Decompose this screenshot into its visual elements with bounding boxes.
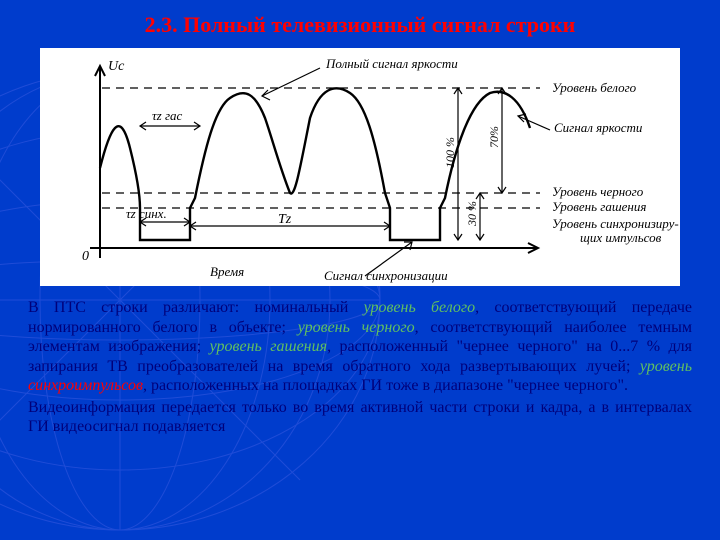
p70-label: 70% <box>487 126 501 148</box>
hl-sync-w1: уровень <box>640 358 692 375</box>
tz-label: Tz <box>278 212 292 227</box>
p100-label: 100 % <box>443 137 457 168</box>
white-level-label: Уровень белого <box>552 80 637 95</box>
time-axis-label: Время <box>210 264 244 279</box>
hl-white-level: уровень белого <box>364 299 476 316</box>
sync-signal-label: Сигнал синхронизации <box>324 268 448 283</box>
tau-sync-label: τz синх. <box>126 206 167 221</box>
sync-level-label-2: щих импульсов <box>580 230 662 245</box>
p1-lead: В ПТС строки различают: номинальный <box>28 299 364 316</box>
hl-black-level: уровень черного <box>298 319 415 336</box>
body-text: В ПТС строки различают: номинальный уров… <box>28 298 692 437</box>
p30-label: 30 % <box>465 201 479 227</box>
black-level-label: Уровень черного <box>552 184 644 199</box>
y-axis-label: Uc <box>108 59 125 74</box>
signal-diagram: Uc 0 <box>40 48 680 286</box>
blank-level-label: Уровень гашения <box>552 199 646 214</box>
full-brightness-label: Полный сигнал яркости <box>325 56 458 71</box>
hl-blank-level: уровень гашения <box>210 338 327 355</box>
hl-sync-w2: синхроимпульсов <box>28 377 143 394</box>
brightness-signal-label: Сигнал яркости <box>554 120 643 135</box>
origin-label: 0 <box>82 249 89 264</box>
sync-level-label-1: Уровень синхронизиру- <box>552 216 679 231</box>
p2: Видеоинформация передается только во вре… <box>28 398 692 437</box>
tau-gash-label: τz гас <box>152 108 183 123</box>
section-title: 2.3. Полный телевизионный сигнал строки <box>28 12 692 38</box>
p1-d: , расположенных на площадках ГИ тоже в д… <box>143 377 628 394</box>
